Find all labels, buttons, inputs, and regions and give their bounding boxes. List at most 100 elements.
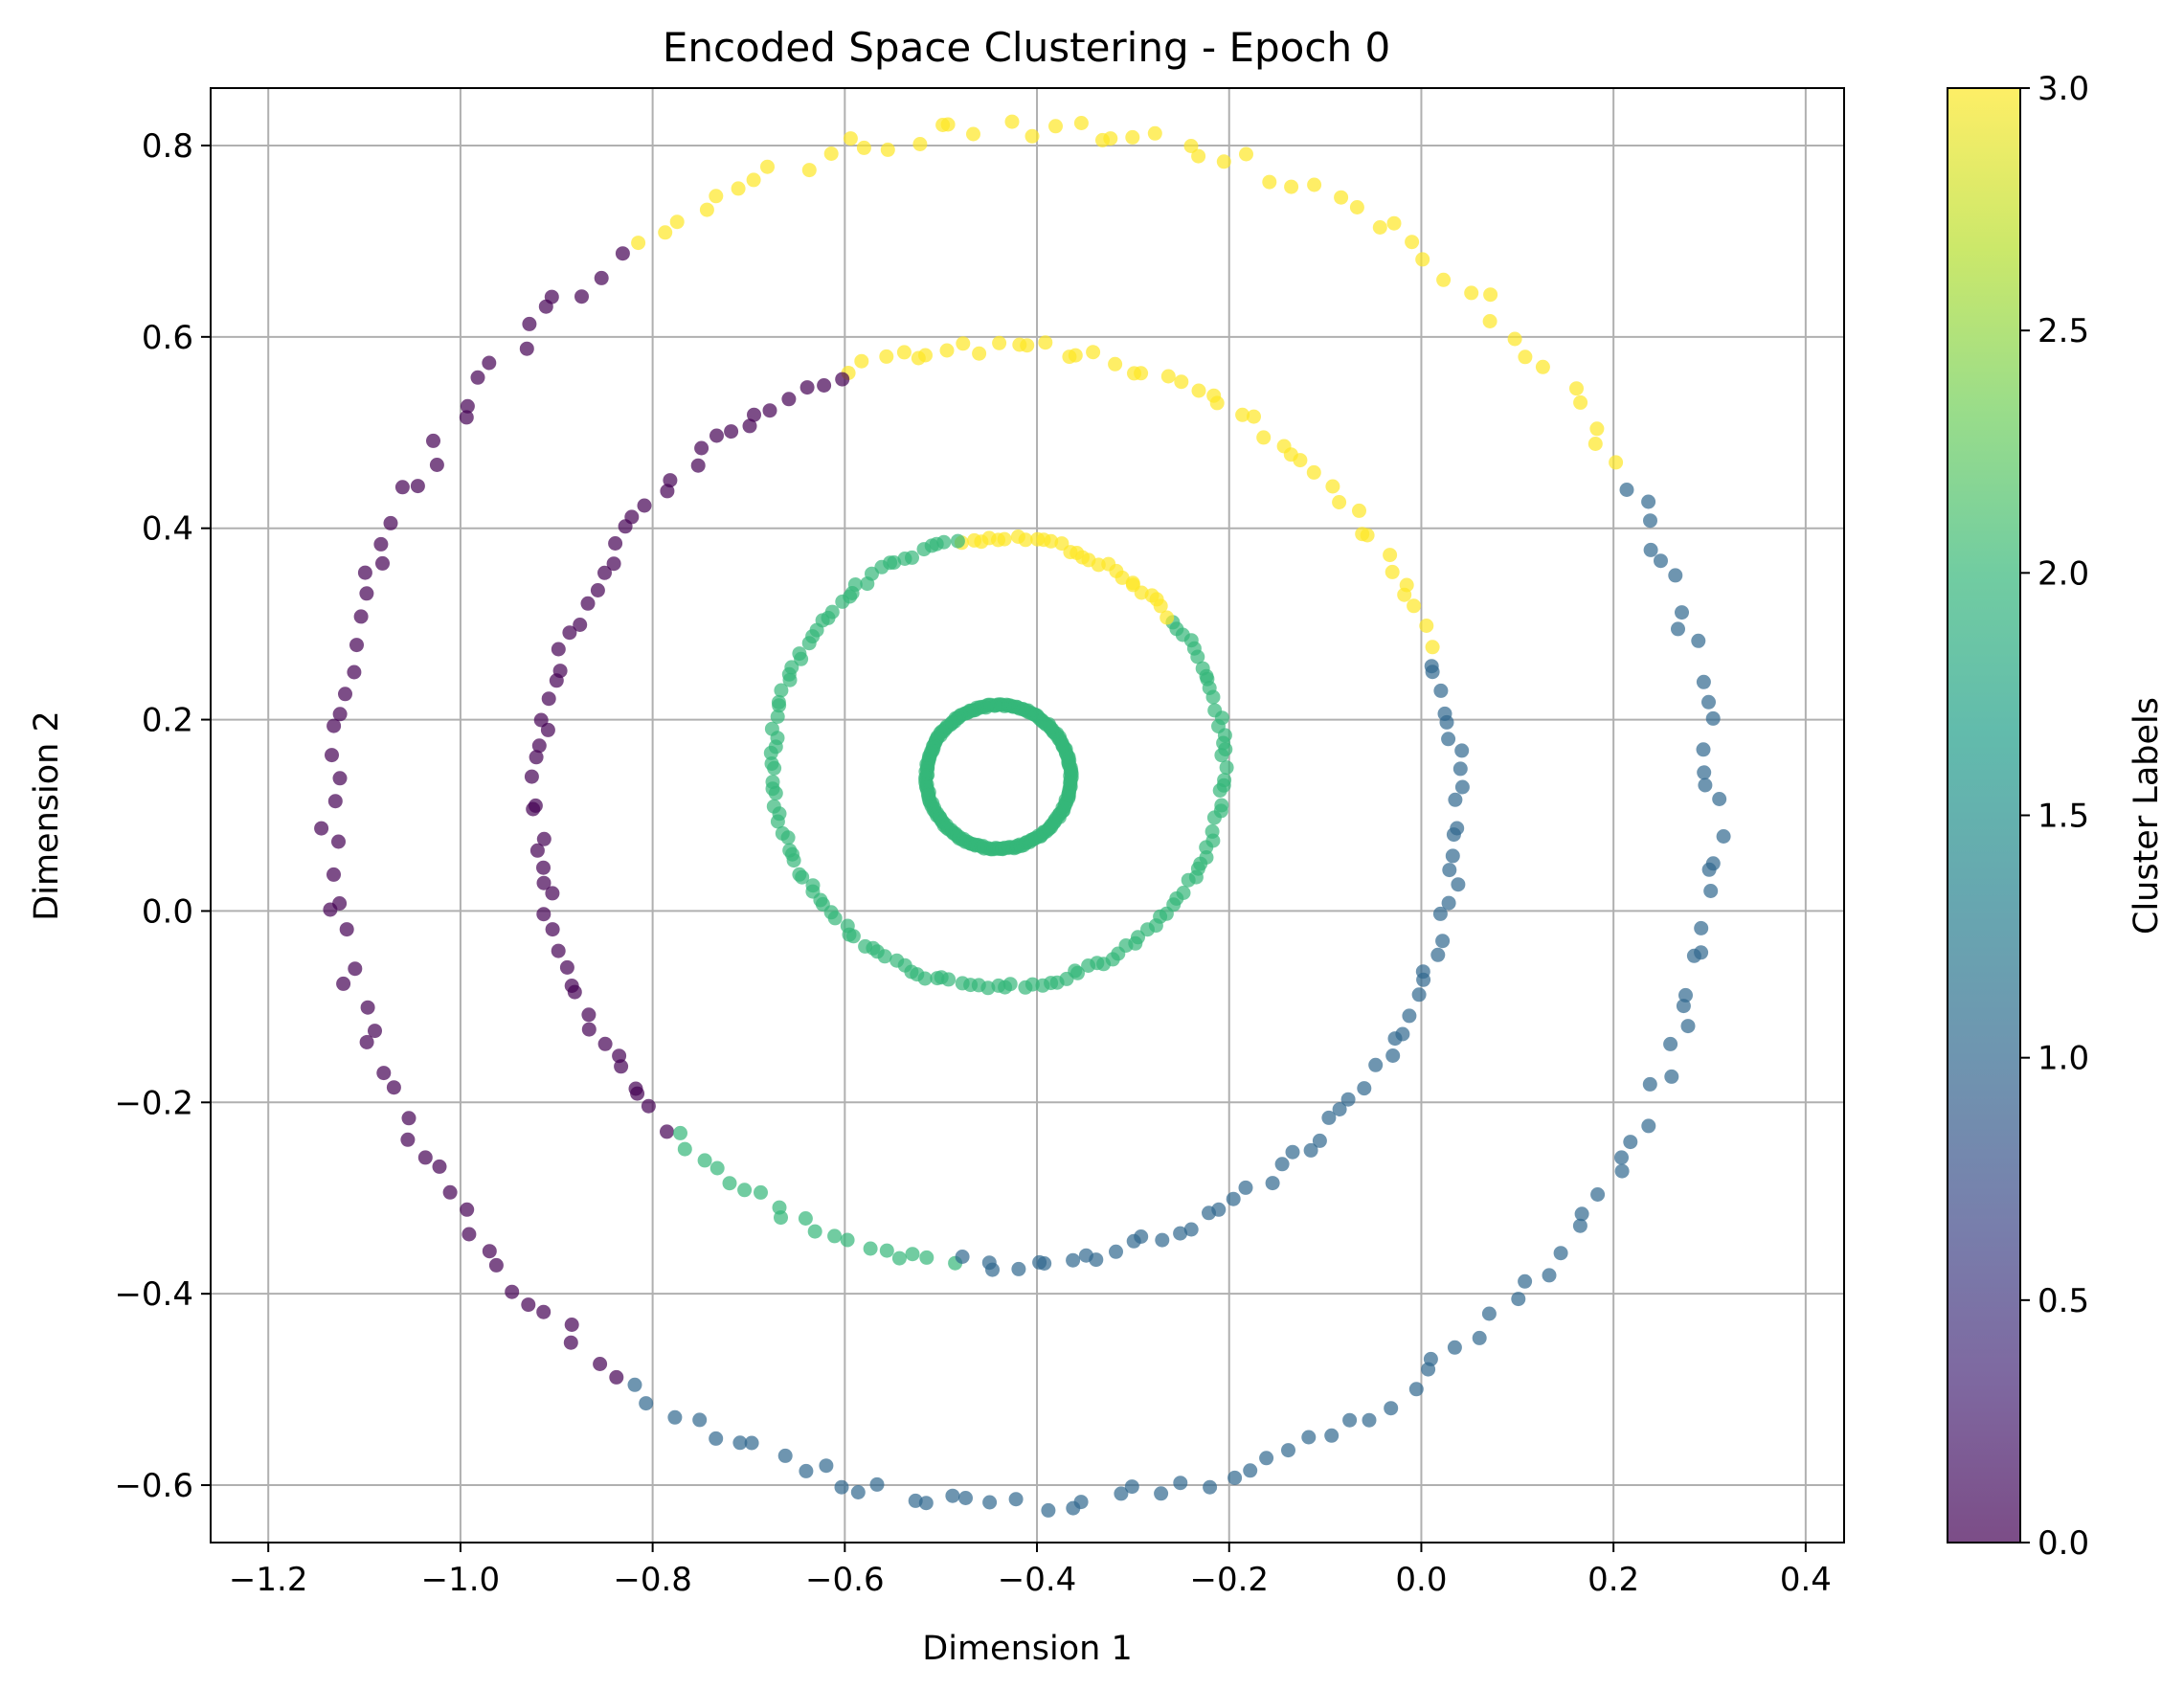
data-point-cluster-2 xyxy=(770,710,785,724)
data-point-cluster-0 xyxy=(615,246,630,261)
data-point-cluster-1 xyxy=(1472,1330,1487,1345)
data-point-cluster-0 xyxy=(618,519,633,534)
data-point-cluster-3 xyxy=(1464,285,1479,301)
colorbar: 0.0 0.5 1.0 1.5 2.0 2.5 3.0 Cluster Labels xyxy=(1947,70,2166,1563)
data-point-cluster-3 xyxy=(1407,598,1422,614)
data-point-cluster-3 xyxy=(1276,439,1292,454)
data-point-cluster-3 xyxy=(1062,349,1077,365)
data-point-cluster-1 xyxy=(1641,494,1656,509)
data-point-cluster-2 xyxy=(1217,773,1232,788)
data-point-cluster-3 xyxy=(1569,381,1584,396)
data-point-cluster-2 xyxy=(917,971,933,986)
data-point-cluster-2 xyxy=(827,1228,843,1244)
data-point-cluster-3 xyxy=(1535,359,1550,374)
data-point-cluster-0 xyxy=(339,922,354,937)
data-point-cluster-1 xyxy=(1432,906,1448,921)
data-point-cluster-3 xyxy=(746,172,761,188)
data-point-cluster-1 xyxy=(1643,542,1658,557)
data-point-cluster-1 xyxy=(819,1458,834,1474)
data-point-cluster-3 xyxy=(1048,119,1063,134)
data-point-cluster-3 xyxy=(1038,335,1053,350)
data-point-cluster-3 xyxy=(658,225,673,240)
data-point-cluster-1 xyxy=(1698,777,1713,793)
data-point-cluster-3 xyxy=(1239,146,1253,162)
data-point-cluster-0 xyxy=(573,618,588,632)
data-point-cluster-1 xyxy=(1037,1256,1052,1271)
data-point-cluster-1 xyxy=(985,1262,1000,1277)
data-point-cluster-2 xyxy=(794,651,809,666)
data-point-cluster-1 xyxy=(1642,1076,1657,1092)
x-axis-ticks: −1.2 −1.0 −0.8 −0.6 −0.4 −0.2 0.0 0.2 0.4 xyxy=(229,1543,1832,1599)
data-point-cluster-1 xyxy=(1680,1019,1696,1034)
data-point-cluster-1 xyxy=(1654,553,1668,569)
data-point-cluster-1 xyxy=(1243,1463,1258,1478)
data-point-cluster-3 xyxy=(939,343,955,358)
data-point-cluster-1 xyxy=(1324,1428,1340,1443)
data-point-cluster-3 xyxy=(731,181,746,196)
data-point-cluster-0 xyxy=(426,433,440,448)
data-point-cluster-2 xyxy=(860,576,875,592)
data-points xyxy=(314,114,1731,1518)
data-point-cluster-3 xyxy=(1206,388,1222,403)
data-point-cluster-0 xyxy=(522,316,537,331)
data-point-cluster-1 xyxy=(1441,732,1456,747)
data-point-cluster-2 xyxy=(722,1176,737,1191)
data-point-cluster-1 xyxy=(1441,895,1456,911)
data-point-cluster-0 xyxy=(835,372,850,387)
data-point-cluster-3 xyxy=(1073,116,1089,130)
data-point-cluster-0 xyxy=(545,886,560,901)
data-point-cluster-0 xyxy=(488,1257,504,1273)
data-point-cluster-1 xyxy=(1590,1187,1606,1202)
data-point-cluster-1 xyxy=(1368,1057,1384,1072)
data-point-cluster-1 xyxy=(1357,1081,1372,1096)
data-point-cluster-3 xyxy=(1010,530,1025,544)
data-point-cluster-0 xyxy=(359,1034,374,1049)
data-point-cluster-1 xyxy=(1342,1412,1358,1428)
data-point-cluster-0 xyxy=(540,722,555,737)
x-tick-label: 0.0 xyxy=(1395,1561,1447,1599)
y-tick-label: 0.6 xyxy=(142,319,193,357)
data-point-cluster-2 xyxy=(1176,886,1191,900)
y-tick-label: 0.4 xyxy=(142,510,193,549)
data-point-cluster-3 xyxy=(1095,132,1110,147)
x-tick-label: −0.8 xyxy=(613,1561,692,1599)
data-point-cluster-0 xyxy=(574,289,589,304)
colorbar-gradient xyxy=(1948,88,2020,1543)
data-point-cluster-0 xyxy=(519,341,534,356)
data-point-cluster-1 xyxy=(1664,1069,1679,1084)
data-point-cluster-3 xyxy=(1399,577,1414,593)
data-point-cluster-3 xyxy=(1306,464,1321,480)
data-point-cluster-3 xyxy=(1419,619,1434,633)
data-point-cluster-3 xyxy=(1352,503,1366,518)
data-point-cluster-3 xyxy=(1415,252,1430,267)
data-point-cluster-1 xyxy=(692,1412,708,1428)
data-point-cluster-1 xyxy=(1402,1008,1417,1024)
data-point-cluster-0 xyxy=(432,1159,447,1174)
data-point-cluster-0 xyxy=(536,831,552,846)
data-point-cluster-0 xyxy=(562,625,577,641)
data-point-cluster-3 xyxy=(1160,610,1175,625)
data-point-cluster-0 xyxy=(606,556,621,572)
y-tick-label: 0.2 xyxy=(142,702,193,740)
data-point-cluster-0 xyxy=(376,1066,392,1081)
data-point-cluster-2 xyxy=(905,1247,920,1262)
data-point-cluster-2 xyxy=(897,552,912,566)
data-point-cluster-3 xyxy=(1054,536,1069,552)
data-point-cluster-0 xyxy=(332,707,348,722)
data-point-cluster-2 xyxy=(774,683,789,698)
data-point-cluster-0 xyxy=(327,794,343,809)
data-point-cluster-1 xyxy=(1259,1451,1274,1466)
data-point-cluster-1 xyxy=(1312,1133,1327,1148)
data-point-cluster-1 xyxy=(1663,1036,1678,1051)
data-point-cluster-1 xyxy=(1134,1229,1149,1244)
data-point-cluster-3 xyxy=(1383,548,1398,563)
data-point-cluster-1 xyxy=(1183,1222,1199,1237)
data-point-cluster-0 xyxy=(630,1086,645,1101)
data-point-cluster-1 xyxy=(1274,1157,1290,1172)
data-point-cluster-0 xyxy=(709,428,724,443)
data-point-cluster-0 xyxy=(663,473,678,488)
data-point-cluster-0 xyxy=(357,565,372,580)
x-tick-label: 0.2 xyxy=(1587,1561,1639,1599)
data-point-cluster-3 xyxy=(1125,575,1140,591)
data-point-cluster-1 xyxy=(1643,513,1657,529)
